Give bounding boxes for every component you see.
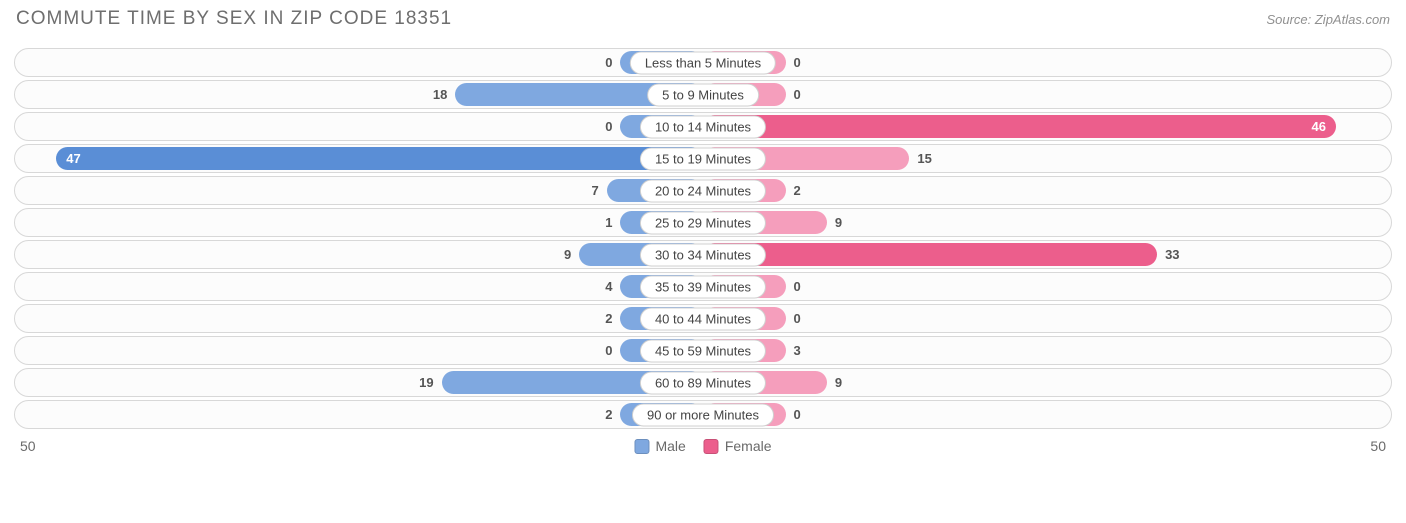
male-value: 9 <box>564 247 579 262</box>
male-value: 2 <box>605 407 620 422</box>
female-value: 0 <box>786 311 801 326</box>
chart-container: COMMUTE TIME BY SEX IN ZIP CODE 18351 So… <box>0 0 1406 523</box>
female-value: 9 <box>827 215 842 230</box>
female-value: 46 <box>1311 119 1335 134</box>
category-label: 60 to 89 Minutes <box>640 371 766 394</box>
category-label: 40 to 44 Minutes <box>640 307 766 330</box>
chart-row: 0 3 45 to 59 Minutes <box>14 336 1392 365</box>
female-value: 33 <box>1157 247 1179 262</box>
legend-label: Male <box>655 438 685 454</box>
female-bar: 33 <box>703 243 1157 266</box>
chart-row: 1 9 25 to 29 Minutes <box>14 208 1392 237</box>
category-label: 30 to 34 Minutes <box>640 243 766 266</box>
chart-row: 4 0 35 to 39 Minutes <box>14 272 1392 301</box>
male-bar: 47 <box>56 147 703 170</box>
legend-item: Female <box>704 438 772 454</box>
category-label: 15 to 19 Minutes <box>640 147 766 170</box>
chart-row: 2 0 90 or more Minutes <box>14 400 1392 429</box>
category-label: Less than 5 Minutes <box>630 51 776 74</box>
female-value: 3 <box>786 343 801 358</box>
female-value: 9 <box>827 375 842 390</box>
legend-swatch <box>704 439 719 454</box>
category-label: 20 to 24 Minutes <box>640 179 766 202</box>
category-label: 25 to 29 Minutes <box>640 211 766 234</box>
female-value: 0 <box>786 279 801 294</box>
chart-row: 0 0 Less than 5 Minutes <box>14 48 1392 77</box>
legend-item: Male <box>634 438 685 454</box>
chart-title: COMMUTE TIME BY SEX IN ZIP CODE 18351 <box>16 8 452 30</box>
axis-max-right: 50 <box>1370 438 1386 454</box>
chart-row: 18 0 5 to 9 Minutes <box>14 80 1392 109</box>
male-value: 47 <box>56 151 80 166</box>
male-value: 2 <box>605 311 620 326</box>
chart-row: 7 2 20 to 24 Minutes <box>14 176 1392 205</box>
female-value: 0 <box>786 55 801 70</box>
category-label: 90 or more Minutes <box>632 403 774 426</box>
female-value: 2 <box>786 183 801 198</box>
male-value: 4 <box>605 279 620 294</box>
chart-source: Source: ZipAtlas.com <box>1266 12 1390 27</box>
chart-footer: 50 Male Female 50 <box>14 435 1392 457</box>
male-value: 1 <box>605 215 620 230</box>
category-label: 5 to 9 Minutes <box>647 83 759 106</box>
chart-row: 47 15 15 to 19 Minutes <box>14 144 1392 173</box>
chart-row: 0 46 10 to 14 Minutes <box>14 112 1392 141</box>
male-value: 18 <box>433 87 455 102</box>
male-value: 0 <box>605 343 620 358</box>
legend-label: Female <box>725 438 772 454</box>
female-bar: 46 <box>703 115 1336 138</box>
chart-row: 2 0 40 to 44 Minutes <box>14 304 1392 333</box>
male-value: 7 <box>591 183 606 198</box>
chart-header: COMMUTE TIME BY SEX IN ZIP CODE 18351 So… <box>14 8 1392 30</box>
axis-max-left: 50 <box>20 438 36 454</box>
male-value: 0 <box>605 119 620 134</box>
legend-swatch <box>634 439 649 454</box>
chart-row: 93330 to 34 Minutes <box>14 240 1392 269</box>
legend: Male Female <box>634 438 771 454</box>
male-value: 19 <box>419 375 441 390</box>
chart-rows: 00Less than 5 Minutes1805 to 9 Minutes04… <box>14 48 1392 429</box>
chart-row: 19 9 60 to 89 Minutes <box>14 368 1392 397</box>
category-label: 10 to 14 Minutes <box>640 115 766 138</box>
female-value: 0 <box>786 407 801 422</box>
category-label: 45 to 59 Minutes <box>640 339 766 362</box>
category-label: 35 to 39 Minutes <box>640 275 766 298</box>
female-value: 0 <box>786 87 801 102</box>
female-value: 15 <box>909 151 931 166</box>
male-value: 0 <box>605 55 620 70</box>
